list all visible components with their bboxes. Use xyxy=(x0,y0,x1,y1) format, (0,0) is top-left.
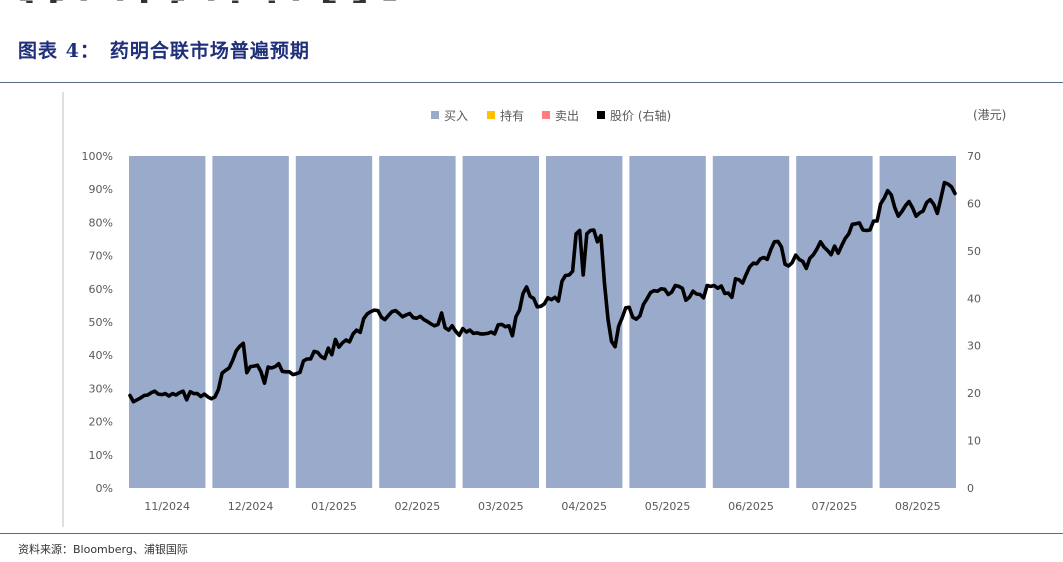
bar-买入-03/2025 xyxy=(462,156,539,488)
bar-买入-04/2025 xyxy=(546,156,623,488)
right-tick-label: 30 xyxy=(967,340,981,353)
legend-label: 卖出 xyxy=(555,109,579,123)
bar-买入-06/2025 xyxy=(712,156,790,488)
left-tick-label: 100% xyxy=(82,150,113,163)
bar-买入-07/2025 xyxy=(796,156,873,488)
x-tick-label: 07/2025 xyxy=(812,500,858,513)
bottom-divider xyxy=(0,533,1063,534)
left-tick-label: 90% xyxy=(89,183,113,196)
bar-买入-08/2025 xyxy=(879,156,956,488)
right-axis-ticks: 0 10 20 30 40 50 60 70 xyxy=(967,150,981,495)
x-axis-ticks: 11/2024 12/2024 01/2025 02/2025 03/2025 04/20… xyxy=(144,500,940,513)
legend-swatch xyxy=(431,111,439,119)
legend-label: 股价 (右轴) xyxy=(610,108,671,123)
right-tick-label: 60 xyxy=(967,197,981,210)
figure-label: 图表 4： xyxy=(18,40,100,62)
source-note: 资料来源：Bloomberg、浦银国际 xyxy=(18,543,188,556)
legend-swatch xyxy=(487,111,495,119)
right-tick-label: 50 xyxy=(967,245,981,258)
x-tick-label: 11/2024 xyxy=(144,500,190,513)
x-tick-label: 01/2025 xyxy=(311,500,357,513)
right-axis-unit: (港元) xyxy=(973,108,1006,122)
left-tick-label: 50% xyxy=(89,316,113,329)
legend-swatch xyxy=(542,111,550,119)
left-tick-label: 20% xyxy=(89,416,113,429)
x-tick-label: 08/2025 xyxy=(895,500,941,513)
legend-label: 买入 xyxy=(444,109,468,123)
price-line xyxy=(128,180,957,404)
left-tick-label: 70% xyxy=(89,250,113,263)
left-tick-label: 0% xyxy=(96,482,113,495)
bar-买入-05/2025 xyxy=(629,156,706,488)
right-tick-label: 0 xyxy=(967,482,974,495)
figure-title-text: 药明合联市场普遍预期 xyxy=(109,40,310,62)
left-tick-label: 80% xyxy=(89,216,113,229)
left-tick-label: 40% xyxy=(89,349,113,362)
x-tick-label: 12/2024 xyxy=(228,500,274,513)
legend-swatch xyxy=(597,111,605,119)
x-tick-label: 06/2025 xyxy=(728,500,774,513)
top-divider xyxy=(0,82,1063,83)
bar-买入-01/2025 xyxy=(295,156,373,488)
left-axis-ticks: 0% 10% 20% 30% 40% 50% 60% 70% 80% 90% 100% xyxy=(82,150,113,495)
x-tick-label: 03/2025 xyxy=(478,500,524,513)
figure-title: 图表 4： 药明合联市场普遍预期 xyxy=(18,36,310,63)
right-tick-label: 70 xyxy=(967,150,981,163)
x-tick-label: 02/2025 xyxy=(395,500,441,513)
x-tick-label: 05/2025 xyxy=(645,500,691,513)
right-tick-label: 40 xyxy=(967,292,981,305)
legend: 买入 持有 卖出 股价 (右轴) xyxy=(431,108,671,123)
right-tick-label: 10 xyxy=(967,435,981,448)
bar-买入-12/2024 xyxy=(212,156,289,488)
left-tick-label: 10% xyxy=(89,449,113,462)
x-tick-label: 04/2025 xyxy=(561,500,607,513)
right-tick-label: 20 xyxy=(967,387,981,400)
legend-label: 持有 xyxy=(500,108,524,123)
cropped-previous-text: ▚▛▘▝▌▞▝▖▗▘▙▟▀ xyxy=(20,0,560,3)
left-tick-label: 30% xyxy=(89,382,113,395)
left-tick-label: 60% xyxy=(89,283,113,296)
bar-买入-11/2024 xyxy=(129,156,206,488)
bars-group xyxy=(129,156,956,488)
